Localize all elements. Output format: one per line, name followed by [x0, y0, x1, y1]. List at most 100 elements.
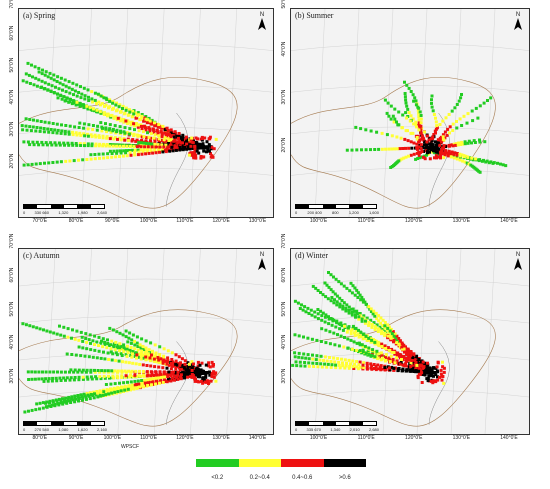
trajectory-cell	[391, 114, 395, 118]
trajectory-cell	[361, 300, 365, 304]
trajectory-cell	[26, 140, 30, 144]
trajectory-cell	[77, 338, 81, 342]
trajectory-cell	[48, 370, 52, 374]
trajectory-cell	[207, 149, 211, 153]
trajectory-cell	[41, 68, 44, 72]
trajectory-cell	[108, 105, 112, 109]
trajectory-cell	[178, 138, 182, 142]
trajectory-cell	[347, 305, 351, 309]
trajectory-cell	[454, 142, 458, 146]
trajectory-cell	[89, 348, 93, 352]
latitude-tick: 60°0'N	[281, 267, 287, 283]
trajectory-cell	[151, 151, 155, 155]
trajectory-cell	[127, 113, 131, 117]
trajectory-cell	[391, 357, 395, 361]
trajectory-cell	[207, 382, 210, 385]
scale-tick: 1,600	[368, 210, 379, 215]
trajectory-cell	[34, 129, 38, 133]
trajectory-cell	[136, 345, 140, 348]
trajectory-cell	[108, 99, 112, 103]
trajectory-cell	[81, 377, 85, 381]
trajectory-cell	[433, 129, 437, 133]
trajectory-cell	[358, 343, 362, 347]
trajectory-cell	[105, 98, 109, 102]
trajectory-cell	[27, 378, 31, 381]
trajectory-cell	[32, 143, 36, 147]
trajectory-cell	[77, 91, 81, 94]
trajectory-cell	[125, 149, 128, 153]
trajectory-cell	[46, 127, 50, 131]
longitude-tick: 100°0'E	[103, 435, 122, 441]
trajectory-cell	[148, 127, 152, 131]
trajectory-cell	[323, 320, 327, 324]
trajectory-cell	[59, 399, 63, 403]
trajectory-cell	[144, 139, 148, 143]
trajectory-cell	[411, 363, 415, 367]
trajectory-cell	[155, 379, 159, 383]
trajectory-cell	[93, 157, 97, 161]
trajectory-cell	[30, 162, 34, 166]
trajectory-cell	[434, 143, 438, 147]
trajectory-cell	[425, 140, 429, 144]
trajectory-cell	[417, 115, 421, 118]
latitude-tick: 20°0'N	[9, 153, 15, 169]
trajectory-cell	[128, 120, 132, 124]
trajectory-cell	[321, 293, 325, 297]
trajectory-cell	[414, 361, 418, 364]
trajectory-cell	[190, 360, 194, 364]
trajectory-cell	[137, 373, 141, 377]
trajectory-cell	[198, 375, 202, 379]
trajectory-cell	[87, 99, 91, 102]
trajectory-cell	[124, 360, 128, 364]
trajectory-cell	[407, 349, 411, 353]
trajectory-cell	[188, 369, 192, 373]
latitude-tick: 30°0'N	[9, 121, 15, 137]
trajectory-cell	[93, 368, 96, 372]
trajectory-cell	[157, 137, 161, 141]
trajectory-cell	[32, 83, 36, 87]
trajectory-cell	[302, 352, 306, 356]
trajectory-cell	[190, 373, 194, 376]
trajectory-cell	[350, 311, 354, 314]
trajectory-cell	[114, 155, 118, 159]
trajectory-cell	[125, 354, 129, 358]
trajectory-cell	[466, 112, 470, 116]
north-arrow-icon: N	[511, 252, 525, 270]
trajectory-cell	[83, 144, 86, 148]
trajectory-cell	[86, 134, 90, 138]
parallel-line	[291, 126, 529, 134]
trajectory-cell	[75, 83, 79, 87]
trajectory-cell	[381, 327, 385, 331]
trajectory-cell	[104, 127, 108, 131]
trajectory-cell	[75, 100, 79, 104]
trajectory-cell	[486, 99, 489, 102]
trajectory-cell	[465, 121, 469, 125]
trajectory-cell	[406, 107, 410, 111]
trajectory-cell	[380, 367, 384, 371]
meridian-line	[450, 249, 462, 434]
trajectory-cell	[146, 131, 149, 135]
trajectory-cell	[116, 137, 119, 141]
trajectory-cell	[55, 131, 59, 135]
latitude-tick: 60°0'N	[9, 267, 15, 283]
trajectory-cell	[86, 377, 90, 381]
trajectory-cell	[102, 96, 106, 100]
trajectory-cell	[485, 159, 489, 163]
trajectory-cell	[211, 363, 215, 367]
legend-label-3: 0.4~0.6	[292, 475, 313, 481]
trajectory-cell	[173, 130, 177, 134]
trajectory-cell	[109, 350, 113, 354]
trajectory-cell	[196, 364, 200, 368]
trajectory-cell	[120, 369, 124, 373]
trajectory-cell	[169, 363, 173, 367]
trajectory-cell	[42, 379, 46, 383]
trajectory-cell	[423, 140, 427, 144]
trajectory-cell	[337, 363, 341, 367]
trajectory-cell	[418, 363, 422, 367]
trajectory-cell	[44, 70, 48, 74]
trajectory-cell	[115, 330, 119, 334]
longitude-tick: 140°0'E	[500, 435, 518, 441]
trajectory-cell	[458, 154, 462, 158]
trajectory-cell	[131, 109, 135, 113]
trajectory-cell	[190, 366, 194, 370]
